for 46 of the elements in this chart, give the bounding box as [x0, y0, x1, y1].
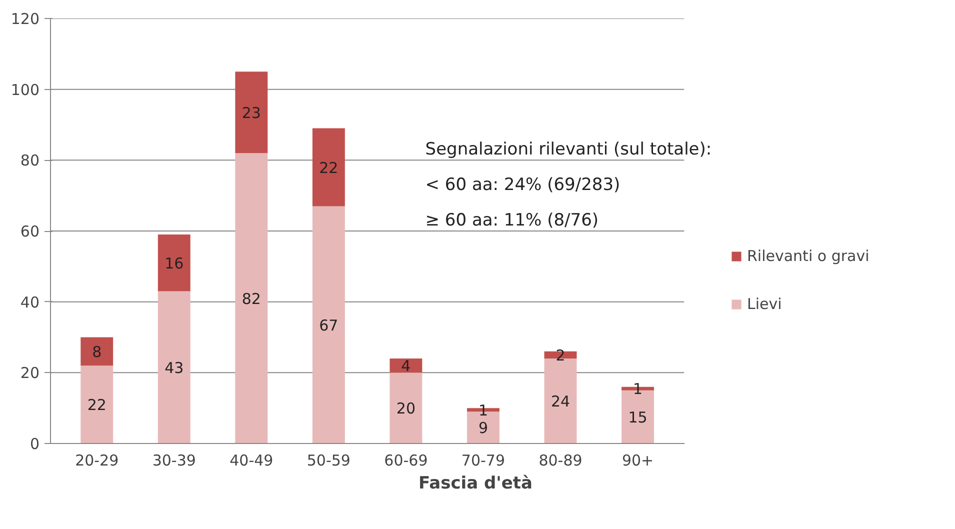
data-label: 43	[164, 358, 184, 377]
y-tick-label: 80	[20, 152, 40, 170]
bar	[158, 291, 190, 444]
x-tick-label: 80-89	[538, 452, 582, 470]
data-label: 22	[87, 396, 106, 414]
data-label: 1	[478, 401, 488, 420]
y-tick-label: 20	[20, 364, 40, 382]
data-label: 23	[242, 104, 261, 122]
y-tick-label: 100	[10, 80, 40, 99]
x-tick-label: 60-69	[384, 452, 428, 470]
data-label: 4	[401, 357, 411, 376]
annotation: < 60 aa: 24% (69/283)	[425, 174, 620, 195]
y-tick-label: 60	[20, 222, 40, 240]
data-label: 24	[550, 392, 570, 410]
data-label: 16	[164, 254, 184, 272]
x-tick-label: 70-79	[461, 452, 506, 470]
data-label: 8	[92, 342, 102, 361]
x-tick-label: 40-49	[230, 452, 274, 470]
x-tick-label: 20-29	[75, 452, 119, 470]
data-label: 15	[628, 408, 648, 426]
y-tick-label: 0	[30, 435, 40, 453]
x-tick-label: 50-59	[306, 452, 350, 470]
y-tick-label: 40	[20, 293, 40, 312]
data-label: 82	[242, 290, 261, 308]
x-tick-label: 90+	[622, 452, 654, 470]
data-label: 1	[633, 380, 643, 398]
annotation: ≥ 60 aa: 11% (8/76)	[425, 210, 599, 230]
bar	[235, 72, 268, 154]
data-label: 20	[396, 400, 416, 418]
legend-label: Lievi	[747, 295, 782, 313]
bar	[80, 366, 114, 444]
x-tick-label: 30-39	[152, 452, 196, 470]
bar	[80, 337, 114, 366]
annotation: Segnalazioni rilevanti (sul totale):	[425, 140, 712, 160]
bar	[312, 206, 345, 444]
bar	[158, 234, 190, 292]
data-label: 67	[319, 316, 338, 334]
legend-label: Rilevanti o gravi	[747, 247, 870, 265]
x-axis-title: Fascia d'età	[418, 474, 533, 494]
bar	[390, 372, 422, 444]
y-tick-label: 120	[10, 10, 40, 28]
data-label: 22	[319, 158, 338, 177]
bar	[312, 128, 345, 206]
bar	[544, 358, 577, 444]
bar	[235, 153, 268, 444]
data-label: 9	[478, 419, 488, 438]
